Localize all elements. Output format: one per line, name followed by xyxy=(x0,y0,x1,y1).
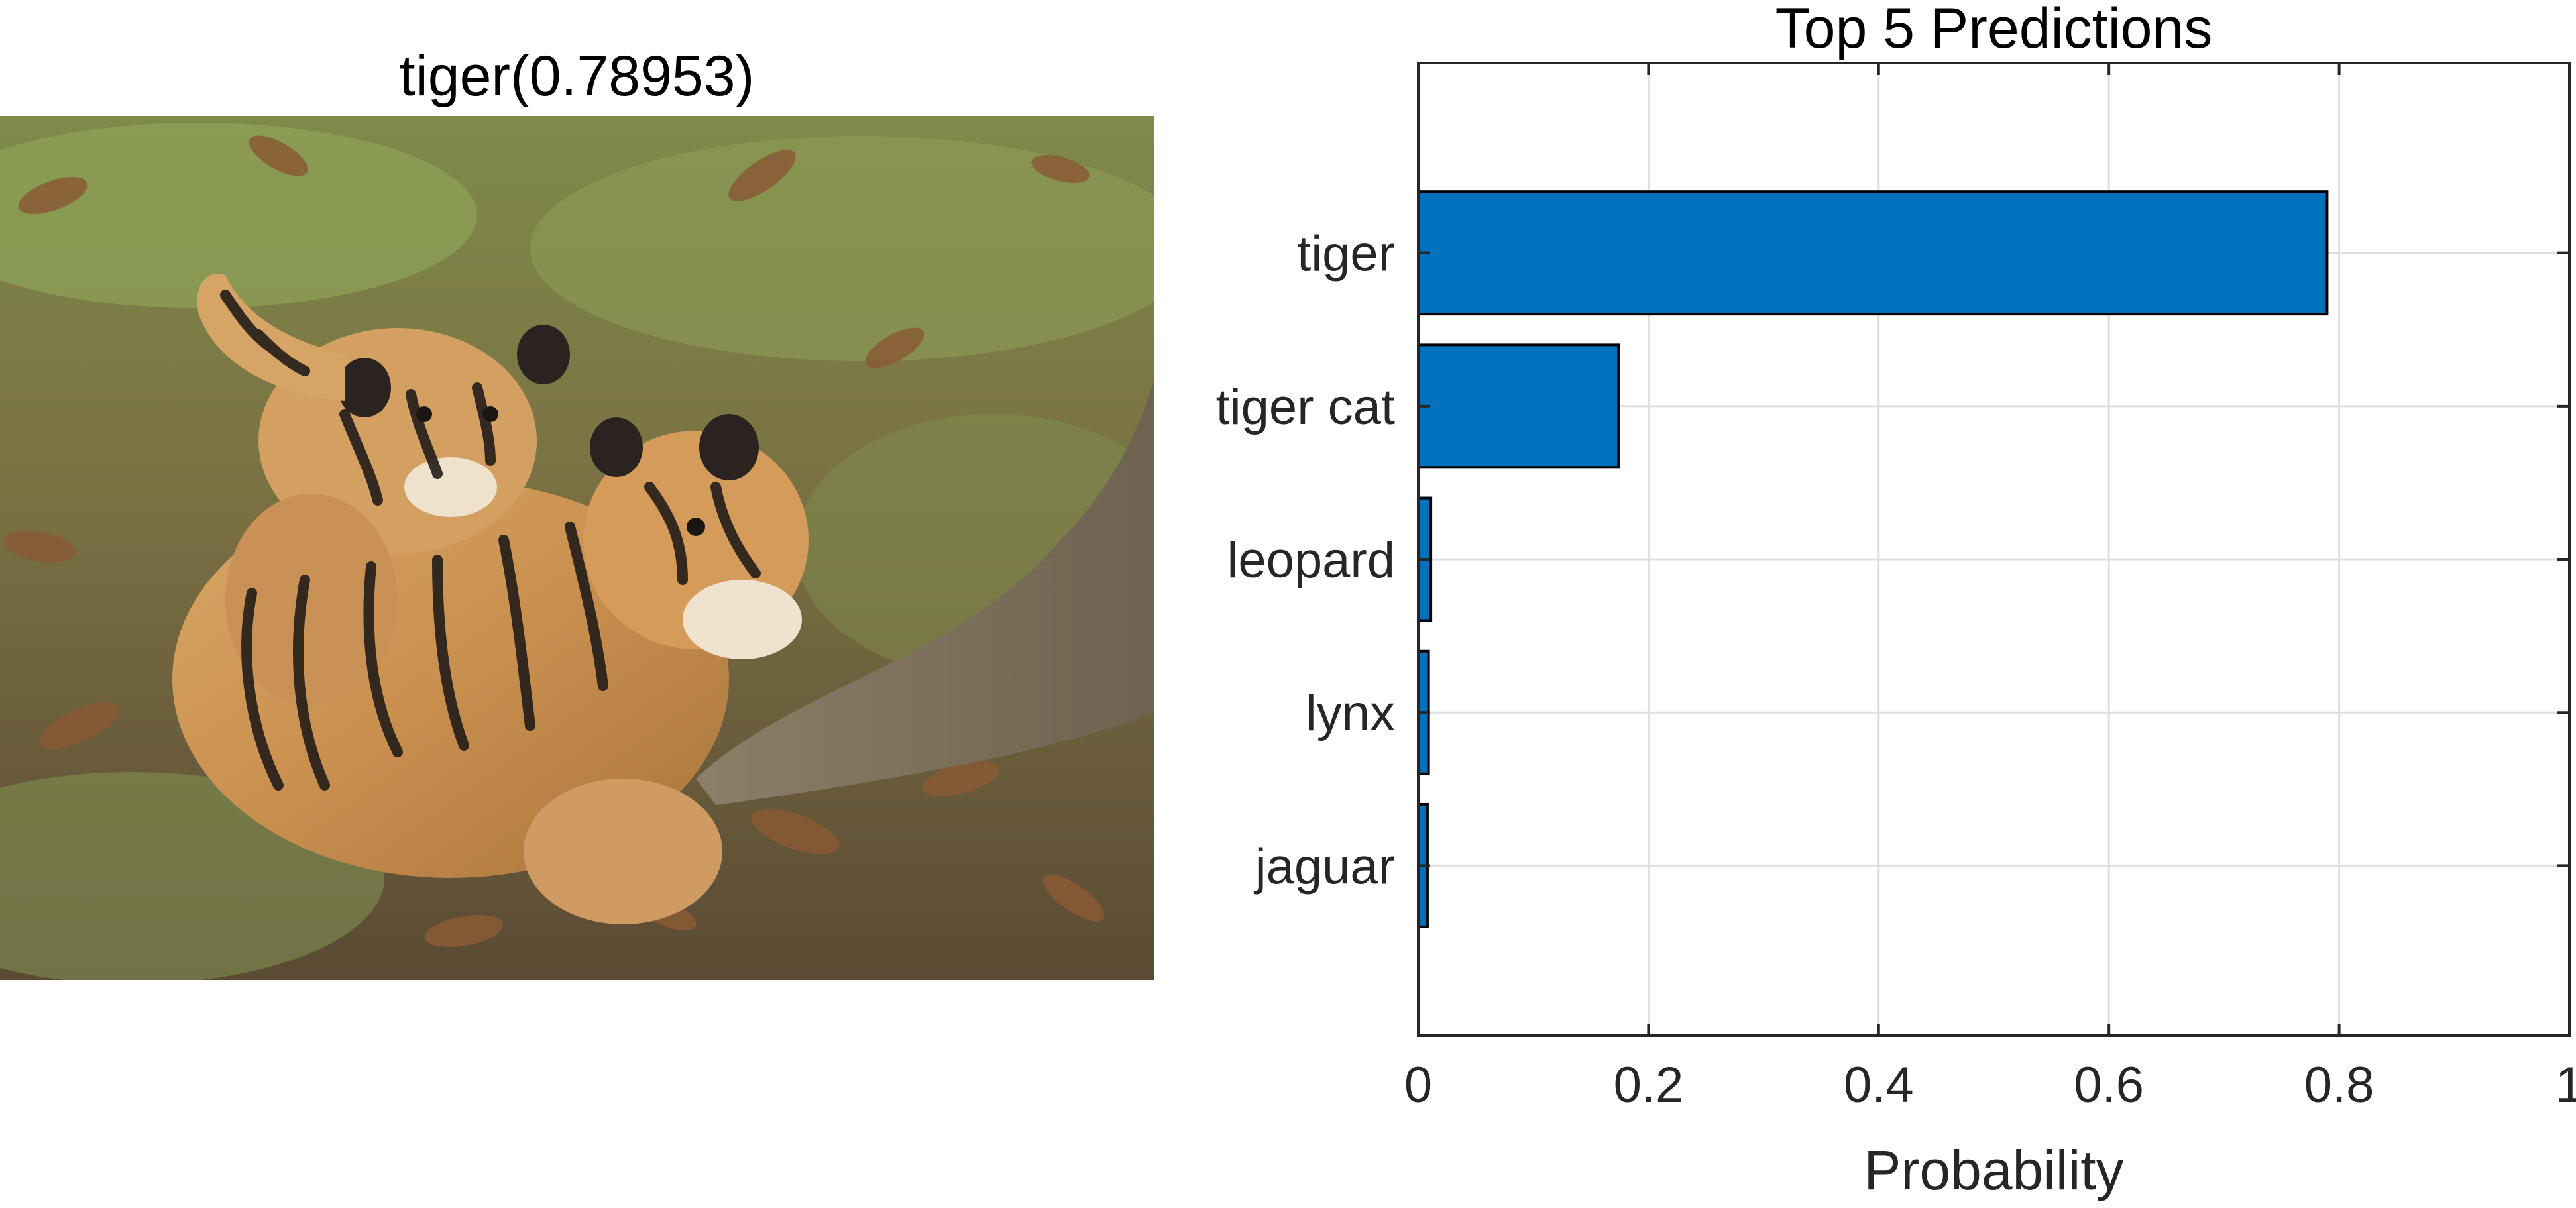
x-tick-label: 0 xyxy=(1404,1057,1432,1113)
tick-marks xyxy=(1417,63,2571,1036)
bars xyxy=(1417,190,2329,928)
x-tick-label: 0.4 xyxy=(1844,1057,1914,1113)
bar-tiger-cat xyxy=(1417,343,1620,469)
axes-box xyxy=(1417,62,2571,1037)
y-tick-label: lynx xyxy=(1306,685,1395,741)
y-tick-labels: tiger tiger cat leopard lynx jaguar xyxy=(1216,226,1395,895)
bar-tiger xyxy=(1417,190,2329,316)
y-tick-label: tiger xyxy=(1297,226,1395,282)
y-tick-label: tiger cat xyxy=(1216,379,1395,435)
x-axis-label: Probability xyxy=(1864,1139,2123,1201)
y-tick-label: jaguar xyxy=(1254,838,1395,895)
x-tick-label: 0.2 xyxy=(1614,1057,1684,1113)
tiger-cubs-photo xyxy=(0,116,1154,980)
x-tick-label: 0.8 xyxy=(2304,1057,2375,1113)
y-tick-label: leopard xyxy=(1227,532,1395,588)
image-title: tiger(0.78953) xyxy=(399,44,755,108)
x-tick-label: 1 xyxy=(2555,1057,2576,1113)
chart-title: Top 5 Predictions xyxy=(1775,0,2213,60)
x-tick-labels: 0 0.2 0.4 0.6 0.8 1 xyxy=(1404,1057,2576,1113)
x-tick-label: 0.6 xyxy=(2074,1057,2144,1113)
